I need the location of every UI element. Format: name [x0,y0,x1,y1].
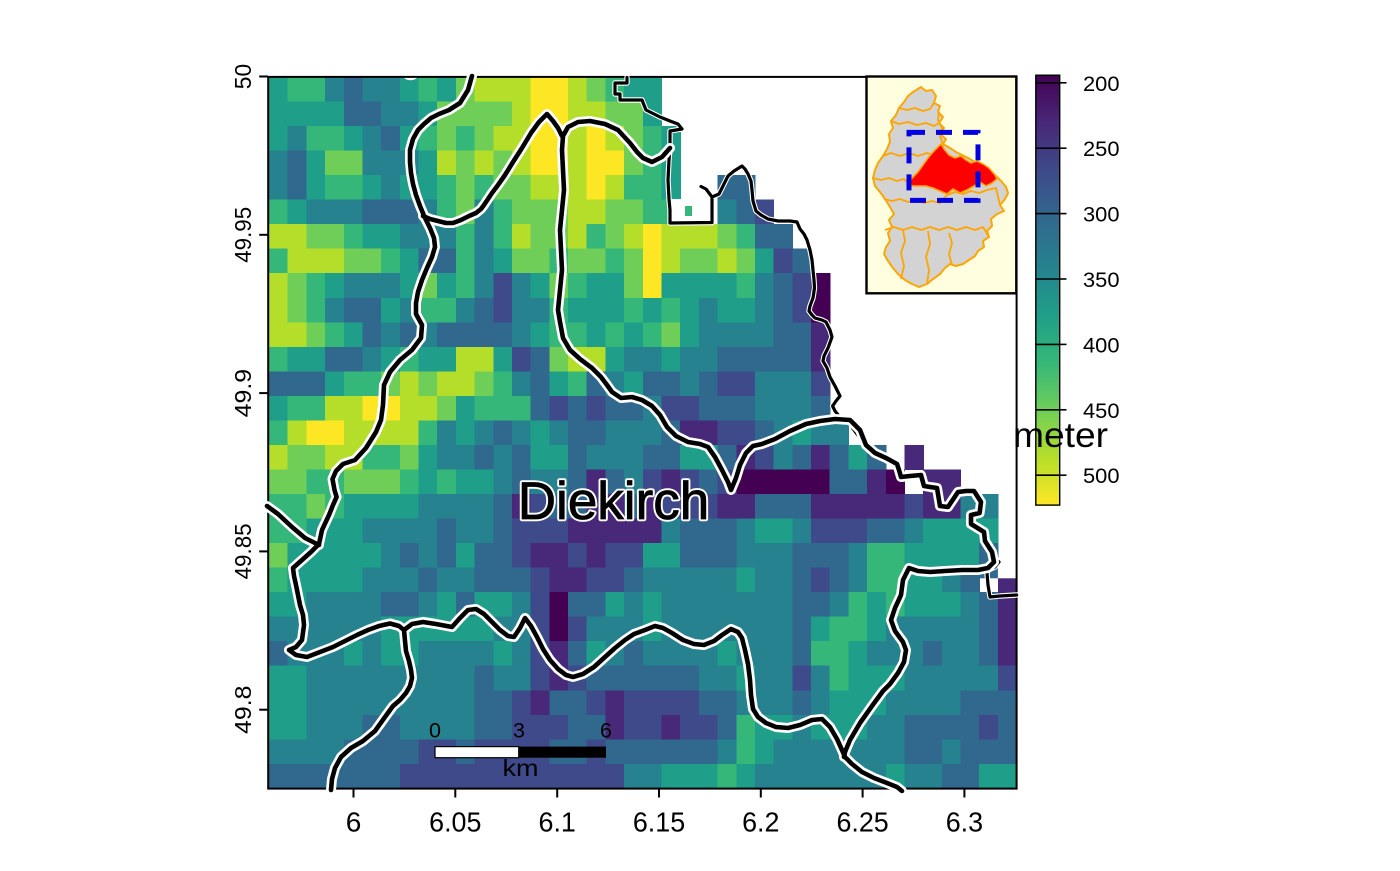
svg-text:meter: meter [1013,416,1108,455]
svg-text:6.15: 6.15 [633,807,685,838]
svg-text:Diekirch: Diekirch [518,472,710,531]
svg-text:49.8: 49.8 [230,685,256,734]
svg-text:6.05: 6.05 [429,807,481,838]
svg-text:6: 6 [346,807,362,838]
svg-text:49.9: 49.9 [230,369,256,418]
svg-text:450: 450 [1083,399,1120,423]
svg-text:500: 500 [1083,464,1120,488]
svg-text:km: km [503,755,539,781]
svg-text:250: 250 [1083,137,1120,161]
svg-text:350: 350 [1083,268,1120,292]
svg-text:400: 400 [1083,333,1120,357]
svg-text:6.2: 6.2 [742,807,779,838]
svg-text:6.3: 6.3 [946,807,983,838]
svg-text:6: 6 [600,719,612,743]
svg-text:6.1: 6.1 [539,807,576,838]
svg-text:3: 3 [513,719,525,743]
svg-text:49.95: 49.95 [230,207,256,263]
svg-text:6.25: 6.25 [836,807,888,838]
svg-text:49.85: 49.85 [230,523,256,579]
svg-text:200: 200 [1083,72,1120,96]
svg-text:300: 300 [1083,203,1120,227]
svg-text:0: 0 [429,719,441,743]
svg-text:Diekirch: Diekirch [518,472,710,531]
svg-text:50: 50 [230,64,256,89]
